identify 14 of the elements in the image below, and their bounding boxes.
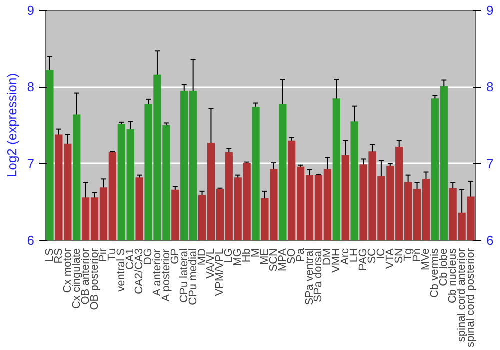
y2-tick-label: 6	[486, 233, 494, 248]
x-tick-label: SCN	[268, 248, 280, 272]
y2-tick-label: 8	[486, 80, 494, 95]
x-tick-label: CPu medial	[187, 248, 200, 306]
x-tick-label: spinal cord posterior	[465, 248, 478, 348]
x-tick-label: IC	[375, 248, 388, 260]
y-tick-label: 9	[27, 3, 35, 18]
y-tick-label: 8	[27, 80, 35, 95]
x-tick-label: RS	[52, 248, 65, 264]
y2-tick-label: 7	[486, 156, 494, 172]
y-tick-label: 7	[27, 156, 35, 172]
y-tick-label: 6	[27, 233, 35, 248]
y2-tick-label: 9	[486, 3, 494, 18]
y-axis-title: Log2 (expression)	[4, 73, 20, 178]
